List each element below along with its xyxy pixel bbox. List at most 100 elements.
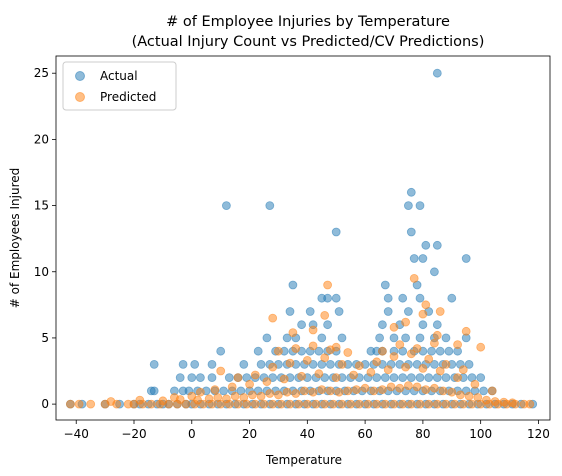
point-actual-128 bbox=[190, 359, 200, 369]
x-tick-label: 20 bbox=[242, 427, 257, 441]
point-predicted-61 bbox=[230, 391, 240, 401]
point-predicted-58 bbox=[204, 394, 214, 404]
y-axis-label: # of Employees Injured bbox=[8, 168, 22, 309]
point-predicted-115 bbox=[233, 373, 243, 383]
point-actual-178 bbox=[282, 333, 292, 343]
point-actual-187 bbox=[441, 333, 451, 343]
point-predicted-77 bbox=[369, 386, 379, 396]
point-actual-220 bbox=[403, 201, 413, 211]
point-predicted-34 bbox=[372, 399, 382, 409]
point-actual-93 bbox=[187, 373, 197, 383]
point-actual-223 bbox=[265, 201, 275, 211]
point-actual-113 bbox=[372, 373, 382, 383]
point-predicted-152 bbox=[435, 307, 445, 316]
point-predicted-128 bbox=[458, 365, 468, 375]
point-predicted-30 bbox=[337, 399, 347, 409]
x-tick-label: 120 bbox=[527, 427, 550, 441]
point-predicted-95 bbox=[187, 391, 197, 401]
y-tick-label: 25 bbox=[34, 66, 49, 80]
point-predicted-86 bbox=[447, 387, 457, 397]
point-predicted-137 bbox=[412, 344, 422, 353]
legend-marker-actual bbox=[75, 71, 85, 81]
point-actual-203 bbox=[323, 293, 333, 303]
point-actual-198 bbox=[334, 307, 344, 316]
point-predicted-125 bbox=[406, 349, 416, 359]
point-predicted-32 bbox=[354, 399, 364, 409]
point-predicted-102 bbox=[297, 371, 307, 381]
x-tick-label: 100 bbox=[469, 427, 492, 441]
point-predicted-141 bbox=[308, 325, 318, 335]
point-predicted-139 bbox=[268, 313, 278, 323]
point-predicted-74 bbox=[343, 386, 353, 396]
point-actual-182 bbox=[375, 333, 385, 343]
x-axis-label: Temperature bbox=[265, 453, 342, 467]
point-predicted-78 bbox=[377, 385, 387, 395]
point-predicted-75 bbox=[351, 385, 361, 395]
point-actual-177 bbox=[262, 333, 272, 343]
point-predicted-149 bbox=[323, 280, 333, 290]
point-predicted-134 bbox=[343, 348, 353, 357]
point-predicted-107 bbox=[383, 365, 393, 375]
point-predicted-130 bbox=[273, 346, 283, 356]
point-predicted-42 bbox=[441, 399, 451, 409]
point-predicted-12 bbox=[181, 399, 191, 409]
legend-marker-predicted bbox=[75, 92, 85, 102]
chart-title-line-2: (Actual Injury Count vs Predicted/CV Pre… bbox=[132, 34, 485, 50]
point-predicted-118 bbox=[285, 358, 295, 368]
point-actual-131 bbox=[256, 359, 266, 369]
point-predicted-97 bbox=[210, 385, 220, 395]
point-predicted-59 bbox=[213, 393, 223, 402]
point-actual-96 bbox=[224, 373, 234, 383]
y-tick-label: 15 bbox=[34, 199, 49, 213]
point-predicted-105 bbox=[349, 370, 359, 380]
point-predicted-54 bbox=[135, 395, 145, 405]
point-predicted-70 bbox=[308, 387, 318, 397]
point-predicted-112 bbox=[470, 379, 480, 389]
point-actual-204 bbox=[331, 293, 341, 303]
point-actual-197 bbox=[305, 307, 315, 316]
point-predicted-36 bbox=[389, 399, 399, 409]
point-predicted-100 bbox=[262, 377, 272, 387]
point-predicted-84 bbox=[429, 383, 439, 393]
point-actual-92 bbox=[175, 373, 185, 383]
point-actual-206 bbox=[398, 293, 408, 303]
point-actual-95 bbox=[207, 373, 217, 383]
chart-title: # of Employee Injuries by Temperature (A… bbox=[132, 14, 485, 50]
point-predicted-69 bbox=[299, 386, 309, 396]
point-predicted-148 bbox=[461, 326, 471, 336]
point-predicted-21 bbox=[259, 399, 269, 409]
point-predicted-83 bbox=[421, 385, 431, 395]
point-actual-126 bbox=[149, 359, 159, 369]
point-predicted-136 bbox=[395, 340, 405, 350]
point-predicted-121 bbox=[337, 359, 347, 369]
y-tick-label: 0 bbox=[41, 397, 49, 411]
point-actual-125 bbox=[476, 373, 486, 383]
point-actual-207 bbox=[415, 293, 425, 303]
point-actual-175 bbox=[444, 346, 454, 356]
point-actual-215 bbox=[461, 254, 471, 263]
legend-label-actual: Actual bbox=[100, 69, 138, 83]
point-predicted-142 bbox=[320, 310, 330, 320]
point-predicted-43 bbox=[450, 399, 460, 409]
point-actual-180 bbox=[317, 333, 327, 343]
series-actual bbox=[66, 68, 538, 409]
point-predicted-0 bbox=[66, 399, 75, 409]
point-predicted-92 bbox=[499, 397, 509, 407]
legend-label-predicted: Predicted bbox=[100, 90, 156, 104]
point-actual-174 bbox=[435, 346, 445, 356]
point-actual-217 bbox=[432, 240, 442, 250]
point-actual-173 bbox=[427, 346, 437, 356]
point-predicted-89 bbox=[473, 393, 483, 402]
point-predicted-53 bbox=[106, 397, 116, 406]
point-predicted-124 bbox=[389, 352, 399, 361]
point-predicted-140 bbox=[288, 328, 298, 338]
point-predicted-26 bbox=[302, 399, 312, 409]
point-predicted-120 bbox=[320, 353, 330, 363]
point-actual-130 bbox=[239, 359, 249, 369]
point-predicted-23 bbox=[276, 399, 286, 409]
point-predicted-44 bbox=[458, 399, 468, 409]
point-actual-195 bbox=[432, 320, 442, 330]
point-predicted-71 bbox=[317, 385, 327, 395]
point-predicted-109 bbox=[418, 363, 428, 373]
